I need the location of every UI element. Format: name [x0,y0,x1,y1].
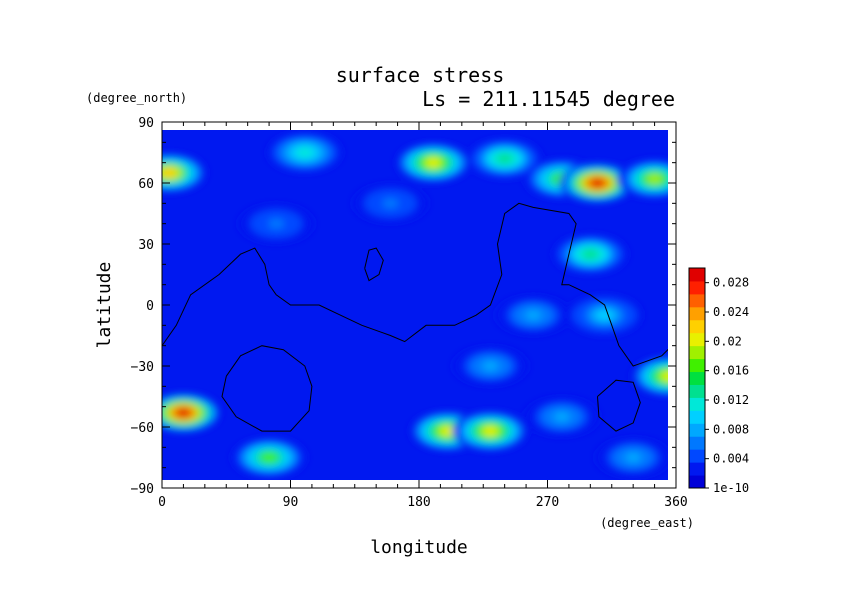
heat-band [553,411,570,422]
heat-band [439,426,456,437]
x-tick-label: 90 [283,495,299,510]
heat-band [646,173,663,184]
heat-spot-6 [266,132,343,173]
y-tick-label: 30 [138,238,154,253]
y-tick-label: −30 [131,360,154,375]
colorbar-segment [689,306,705,321]
heatmap-plot-area [162,130,668,480]
heat-spot-0 [162,152,208,193]
colorbar-segment [689,436,705,450]
colorbar-segment [689,280,705,295]
contour-continent-north [162,202,668,367]
heat-band [261,452,278,463]
heat-band [660,371,668,382]
x-tick-label: 270 [536,495,559,510]
colorbar-tick-label: 0.016 [713,364,749,378]
colorbar-segment [689,268,705,282]
x-unit-label: (degree_east) [600,516,694,530]
colorbar-segment [689,449,705,463]
colorbar-segment [689,462,705,476]
colorbar-frame [688,267,706,489]
heat-band [162,167,178,178]
heat-band [482,361,499,371]
colorbar-tick-label: 1e-10 [713,481,749,495]
colorbar-tick-label: 0.004 [713,452,749,466]
colorbar-segment [689,475,705,489]
heat-spot-12 [552,234,629,275]
y-tick-label: −90 [131,482,154,497]
heat-spot-17 [238,203,315,244]
x-tick-label: 360 [664,495,687,510]
contour-island-small [364,247,384,282]
colorbar-segment [689,345,705,360]
heat-spot-5 [616,158,668,199]
heat-spot-11 [231,437,308,478]
x-axis-label: longitude [370,537,468,558]
heat-band [589,178,606,188]
heat-spot-15 [452,346,529,386]
y-axis-ticks: 90 60 30 0 −30 −60 −90 [131,116,676,497]
colorbar-tick-label: 0.028 [713,276,749,290]
heat-spot-13 [566,295,643,336]
heat-spot-10 [452,411,529,452]
x-tick-label: 0 [158,495,166,510]
contour-ring-right [597,379,641,432]
colorbar-segment [689,423,705,437]
colorbar-tick-label: 0.02 [713,334,742,348]
heat-band [175,407,192,418]
chart-title: surface stress [336,63,505,87]
heat-spot-8 [630,356,668,397]
colorbar: 0.028 0.024 0.02 0.016 0.012 0.008 0.004 1e-10 [688,267,749,495]
x-axis-ticks: 0 90 180 270 360 [158,122,688,510]
heat-spot-4 [559,163,636,203]
colorbar-segment [689,410,705,424]
colorbar-segment [689,384,705,398]
heat-band [496,153,513,164]
heat-band [625,452,642,463]
heat-spot-7 [162,392,222,433]
heat-band [582,249,599,260]
heat-spot-1 [395,142,472,183]
x-tick-label: 180 [407,495,430,510]
heat-spot-14 [495,295,572,336]
colorbar-segment [689,332,705,347]
colorbar-tick-label: 0.012 [713,393,749,407]
heat-band [596,310,613,321]
colorbar-segment [689,397,705,411]
y-axis-label: latitude [94,262,115,349]
heatmap-field [162,132,668,478]
colorbar-segment [689,293,705,308]
heat-band [296,147,313,158]
y-tick-label: −60 [131,421,154,436]
colorbar-tick-label: 0.024 [713,305,749,319]
heat-spot-16 [523,396,600,437]
heat-spot-18 [352,183,429,224]
heat-spot-2 [466,138,543,179]
y-tick-label: 0 [146,299,154,314]
colorbar-segment [689,319,705,334]
contour-layer [162,202,668,432]
chart-subtitle: Ls = 211.11545 degree [422,87,675,111]
colorbar-segment [689,358,705,373]
y-unit-label: (degree_north) [86,91,187,105]
colorbar-segment [689,371,705,385]
colorbar-tick-label: 0.008 [713,422,749,436]
y-tick-label: 60 [138,177,154,192]
heat-band [268,218,285,229]
heat-band [525,310,542,321]
contour-ring-left [221,345,313,432]
heat-band [382,198,399,209]
heat-band [654,368,668,385]
heat-band [425,157,442,168]
heat-spot-19 [595,437,668,478]
heat-band [482,426,499,437]
y-tick-label: 90 [138,116,154,131]
